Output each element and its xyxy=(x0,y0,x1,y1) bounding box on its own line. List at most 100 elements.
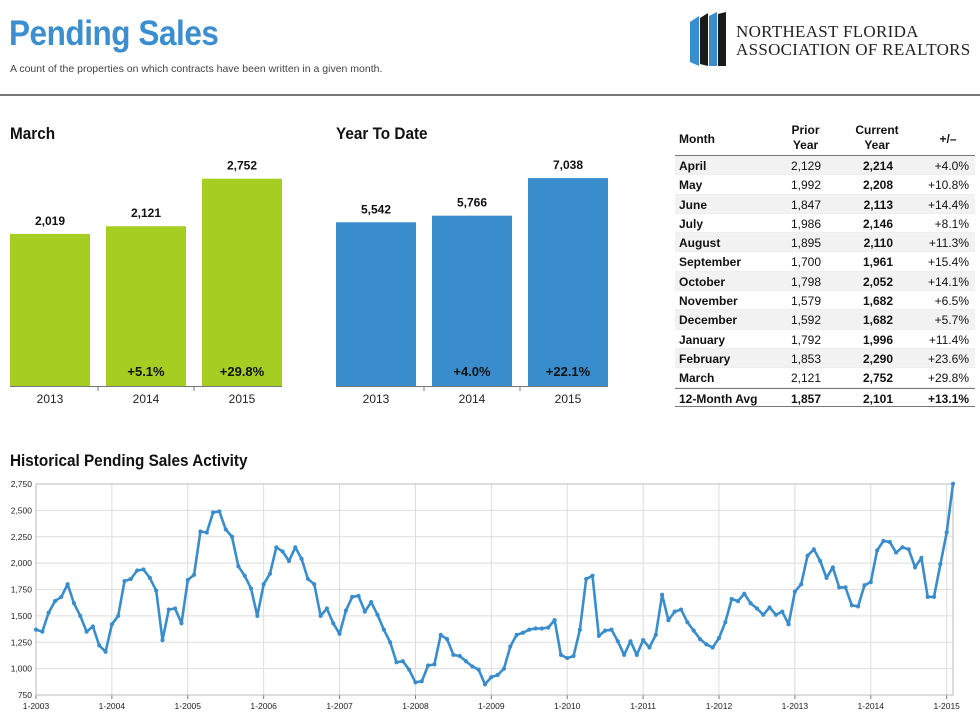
header-prior-line-2: Year xyxy=(792,138,819,152)
monthly-table: Month Prior Year Current Year +/– April 2… xyxy=(675,122,975,407)
table-header: Month Prior Year Current Year +/– xyxy=(675,122,975,156)
march-value-label: 2,019 xyxy=(35,214,65,228)
hist-point xyxy=(533,626,538,631)
hist-point xyxy=(463,659,469,664)
ytd-bar-2014 xyxy=(432,215,512,386)
hist-point xyxy=(761,612,766,617)
cell-change: +8.1% xyxy=(934,216,969,231)
hist-point xyxy=(444,636,450,642)
page-subtitle: A count of the properties on which contr… xyxy=(10,63,383,75)
hist-point xyxy=(166,607,171,612)
ytd-bar-chart-svg: 5,542 2013 5,766 +4.0% 2014 7,038 +22.1% 2015 xyxy=(336,158,608,406)
hist-ytick-label: 2,750 xyxy=(11,479,33,489)
hist-point xyxy=(331,621,336,626)
hist-xtick-label: 1-2004 xyxy=(99,701,126,711)
hist-point xyxy=(900,545,905,550)
hist-point xyxy=(685,620,690,625)
cell-month: April xyxy=(679,159,707,173)
hist-ytick-label: 2,000 xyxy=(11,558,33,568)
cell-prior: 1,700 xyxy=(790,255,821,270)
hist-point xyxy=(780,609,785,614)
hist-xtick-label: 1-2010 xyxy=(554,701,581,711)
table-row: December 1,592 1,682 +5.7% xyxy=(675,310,975,330)
hist-point xyxy=(274,545,279,550)
hist-point xyxy=(647,645,652,650)
cell-prior: 1,853 xyxy=(790,351,821,366)
hist-point xyxy=(438,632,443,637)
cell-prior: 1,992 xyxy=(790,178,821,193)
hist-point xyxy=(141,567,146,572)
hist-point xyxy=(565,655,570,661)
table-row: September 1,700 1,961 +15.4% xyxy=(675,252,975,272)
ytd-bar-2015 xyxy=(528,178,608,386)
hist-point xyxy=(457,653,462,659)
hist-xtick-label: 1-2005 xyxy=(175,701,202,711)
hist-point xyxy=(356,593,361,598)
cell-current: 2,290 xyxy=(862,351,893,366)
cell-month: 12-Month Avg xyxy=(679,391,758,406)
hist-point xyxy=(514,632,519,637)
hist-point xyxy=(362,609,367,614)
march-bar-2013 xyxy=(10,233,90,386)
hist-point xyxy=(799,582,804,587)
cell-current: 1,996 xyxy=(862,332,893,347)
hist-point xyxy=(248,586,254,591)
cell-change: +4.0% xyxy=(934,159,969,173)
hist-point xyxy=(280,549,285,554)
hist-ytick-label: 2,500 xyxy=(11,505,33,515)
header-prior: Prior Year xyxy=(783,123,828,153)
hist-point xyxy=(476,667,481,672)
hist-point xyxy=(375,612,380,617)
hist-ytick-label: 750 xyxy=(18,690,32,700)
cell-prior: 2,129 xyxy=(790,159,821,173)
cell-current: 1,961 xyxy=(862,255,893,270)
hist-point xyxy=(305,576,311,582)
cell-prior: 1,798 xyxy=(790,274,821,289)
hist-point xyxy=(609,627,614,632)
hist-point xyxy=(128,576,133,582)
hist-point xyxy=(666,617,671,623)
hist-point xyxy=(571,653,576,659)
hist-point xyxy=(950,481,956,486)
cell-month: May xyxy=(679,178,703,193)
cell-current: 2,146 xyxy=(862,216,893,231)
hist-point xyxy=(293,545,298,550)
hist-point xyxy=(103,649,108,654)
hist-point xyxy=(710,645,715,650)
march-bar-2014 xyxy=(106,226,186,386)
hist-ytick-label: 1,250 xyxy=(11,637,33,647)
table-row: November 1,579 1,682 +6.5% xyxy=(675,291,975,311)
hist-point xyxy=(811,547,816,552)
hist-point xyxy=(419,679,424,684)
hist-xtick-label: 1-2003 xyxy=(23,701,50,711)
hist-point xyxy=(97,643,102,648)
header-month: Month xyxy=(679,132,715,146)
hist-ytick-label: 1,000 xyxy=(11,664,33,674)
cell-month: February xyxy=(679,351,731,366)
table-body: April 2,129 2,214 +4.0% May 1,992 2,208 +10.8% J… xyxy=(675,156,975,407)
hist-point xyxy=(906,547,911,552)
hist-point xyxy=(286,558,292,564)
historical-line-chart: 750 1,000 1,250 1,500 1,750 2,000 2,250 2,500 2,… xyxy=(0,478,980,716)
hist-point xyxy=(388,640,393,645)
table-row: August 1,895 2,110 +11.3% xyxy=(675,233,975,253)
cell-current: 2,208 xyxy=(862,178,893,193)
cell-prior: 1,592 xyxy=(790,313,821,328)
header-current: Current Year xyxy=(849,123,905,153)
hist-point xyxy=(52,599,58,604)
hist-point xyxy=(830,565,835,570)
hist-point xyxy=(925,594,930,599)
hist-point xyxy=(893,550,899,555)
hist-point xyxy=(868,580,873,585)
table-row: July 1,986 2,146 +8.1% xyxy=(675,214,975,234)
hist-point xyxy=(470,664,475,669)
hist-point xyxy=(90,624,96,629)
hist-ytick-label: 1,500 xyxy=(11,611,33,621)
hist-point xyxy=(217,509,222,514)
hist-point xyxy=(754,606,760,611)
hist-point xyxy=(425,663,431,668)
hist-ytick-label: 2,250 xyxy=(11,532,33,542)
cell-month: January xyxy=(679,332,726,347)
hist-point xyxy=(255,613,260,618)
table-row: May 1,992 2,208 +10.8% xyxy=(675,175,975,195)
